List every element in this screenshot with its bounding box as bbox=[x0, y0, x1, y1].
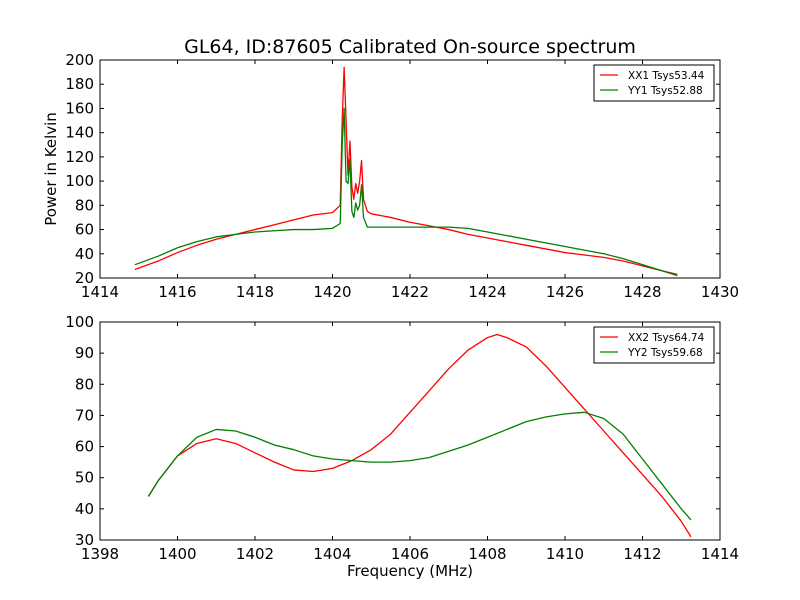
y-tick-label: 100 bbox=[65, 313, 94, 331]
y-tick-label: 40 bbox=[75, 245, 94, 263]
y-axis-label: Power in Kelvin bbox=[42, 112, 60, 226]
y-tick-label: 160 bbox=[65, 99, 94, 117]
x-tick-label: 1400 bbox=[158, 545, 196, 563]
y-tick-label: 120 bbox=[65, 148, 94, 166]
x-tick-label: 1410 bbox=[546, 545, 584, 563]
x-tick-label: 1422 bbox=[391, 283, 429, 301]
series-line-2 bbox=[147, 411, 692, 521]
y-tick-label: 60 bbox=[75, 438, 94, 456]
x-tick-label: 1424 bbox=[468, 283, 506, 301]
legend: XX2 Tsys64.74 YY2 Tsys59.68 bbox=[593, 326, 715, 364]
y-tick-label: 80 bbox=[75, 196, 94, 214]
legend-box bbox=[593, 326, 715, 364]
y-tick-label: 80 bbox=[75, 375, 94, 393]
y-tick-label: 30 bbox=[75, 531, 94, 549]
y-tick-label: 90 bbox=[75, 344, 94, 362]
top-plot-area: 1414 1416 1418 1420 1422 1424 1426 1428 1430 20 40… bbox=[65, 51, 739, 301]
x-tick-label: 1406 bbox=[391, 545, 429, 563]
chart-title: GL64, ID:87605 Calibrated On-source spec… bbox=[184, 36, 636, 58]
y-tick-label: 20 bbox=[75, 269, 94, 287]
legend-entry: YY1 Tsys52.88 bbox=[627, 85, 703, 97]
legend-box bbox=[593, 64, 715, 102]
x-tick-label: 1416 bbox=[158, 283, 196, 301]
y-tick-label: 70 bbox=[75, 406, 94, 424]
x-tick-label: 1418 bbox=[236, 283, 274, 301]
x-tick-label: 1430 bbox=[701, 283, 739, 301]
top-panel: GL64, ID:87605 Calibrated On-source spec… bbox=[42, 36, 739, 301]
x-tick-label: 1412 bbox=[623, 545, 661, 563]
x-axis-label: Frequency (MHz) bbox=[347, 562, 473, 580]
y-tick-label: 180 bbox=[65, 75, 94, 93]
y-tick-label: 40 bbox=[75, 500, 94, 518]
x-tick-label: 1402 bbox=[236, 545, 274, 563]
y-tick-label: 50 bbox=[75, 469, 94, 487]
x-tick-label: 1414 bbox=[701, 545, 739, 563]
x-tick-label: 1420 bbox=[313, 283, 351, 301]
legend-entry: YY2 Tsys59.68 bbox=[627, 347, 703, 359]
y-tick-label: 60 bbox=[75, 221, 94, 239]
y-tick-label: 140 bbox=[65, 124, 94, 142]
series-line-1 bbox=[134, 66, 678, 276]
x-tick-label: 1428 bbox=[623, 283, 661, 301]
legend: XX1 Tsys53.44 YY1 Tsys52.88 bbox=[593, 64, 715, 102]
series-line-1 bbox=[147, 333, 692, 538]
x-tick-label: 1414 bbox=[81, 283, 119, 301]
legend-entry: XX1 Tsys53.44 bbox=[628, 70, 705, 82]
x-tick-label: 1398 bbox=[81, 545, 119, 563]
series-line-2 bbox=[134, 107, 678, 277]
y-tick-label: 100 bbox=[65, 172, 94, 190]
bottom-panel: Frequency (MHz) 1398 1400 1402 1404 1406 1408… bbox=[65, 313, 739, 580]
x-tick-label: 1426 bbox=[546, 283, 584, 301]
legend-entry: XX2 Tsys64.74 bbox=[628, 332, 705, 344]
y-tick-label: 200 bbox=[65, 51, 94, 69]
x-tick-label: 1408 bbox=[468, 545, 506, 563]
x-tick-label: 1404 bbox=[313, 545, 351, 563]
bottom-plot-area: 1398 1400 1402 1404 1406 1408 1410 1412 1414 30 40… bbox=[65, 313, 739, 563]
